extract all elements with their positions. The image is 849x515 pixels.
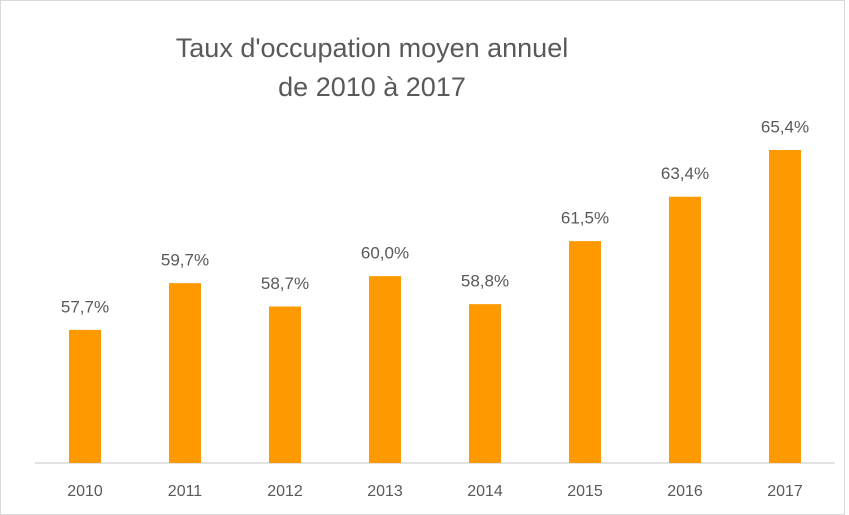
- x-tick-label: 2010: [67, 483, 103, 500]
- x-tick-label: 2016: [667, 483, 703, 500]
- data-label: 57,7%: [61, 297, 109, 316]
- bar: [69, 329, 101, 463]
- bar: [369, 276, 401, 463]
- bar: [269, 306, 301, 463]
- data-label: 61,5%: [561, 209, 609, 228]
- x-tick-label: 2012: [267, 483, 303, 500]
- data-label: 63,4%: [661, 164, 709, 183]
- chart-title: de 2010 à 2017: [278, 72, 466, 102]
- data-label: 59,7%: [161, 251, 209, 270]
- x-tick-label: 2015: [567, 483, 603, 500]
- x-tick-label: 2017: [767, 483, 803, 500]
- bar: [469, 304, 501, 463]
- data-label: 60,0%: [361, 244, 409, 263]
- chart-title: Taux d'occupation moyen annuel: [176, 33, 568, 63]
- bar: [569, 241, 601, 463]
- data-label: 58,7%: [261, 274, 309, 293]
- bar: [169, 283, 201, 463]
- data-label: 65,4%: [761, 117, 809, 136]
- bar: [769, 150, 801, 463]
- data-label: 58,8%: [461, 272, 509, 291]
- bar: [669, 196, 701, 463]
- x-tick-label: 2013: [367, 483, 403, 500]
- x-tick-label: 2014: [467, 483, 503, 500]
- x-tick-label: 2011: [168, 483, 203, 500]
